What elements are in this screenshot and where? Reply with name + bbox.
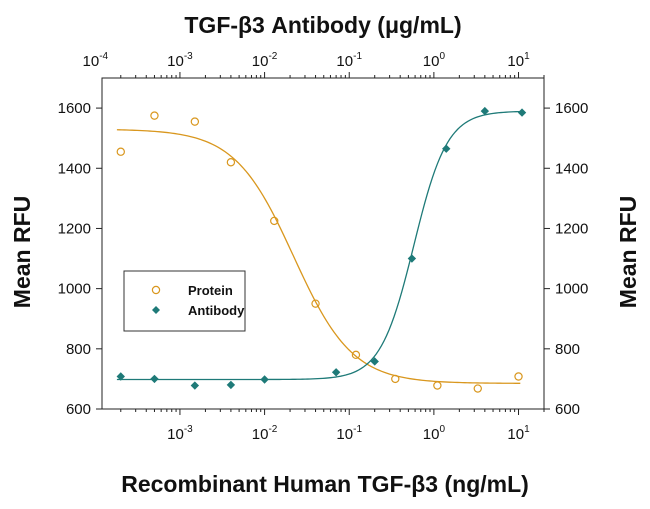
x-tick-label-bottom: 10-3 [167, 424, 193, 443]
plot-frame [101, 77, 545, 410]
fit-curves [116, 110, 524, 384]
data-point-antibody [370, 357, 379, 366]
y-tick-label-left: 1400 [58, 160, 91, 177]
fit-curve-protein [116, 129, 521, 384]
axis-ticks: 600 600 800 800 1000 1000 1200 1200 1400 1400 1600… [58, 51, 589, 443]
data-point-protein [311, 299, 320, 308]
bottom-axis-title: Recombinant Human TGF-β3 (ng/mL) [121, 471, 529, 497]
left-axis-title: Mean RFU [9, 196, 35, 308]
data-point-protein [190, 117, 200, 126]
data-point-protein [514, 372, 523, 381]
x-tick-label-top: 10-2 [252, 51, 278, 70]
top-axis-title: TGF-β3 Antibody (μg/mL) [184, 12, 461, 38]
data-point-protein [351, 350, 361, 360]
y-tick-label-right: 600 [555, 401, 580, 418]
legend-marker-antibody [152, 306, 160, 314]
x-tick-label-bottom: 101 [507, 424, 530, 443]
legend-box [123, 270, 246, 332]
y-tick-label-right: 1600 [555, 100, 588, 117]
data-point-antibody [260, 375, 269, 384]
data-point-antibody [407, 254, 417, 263]
x-tick-label-top: 101 [507, 51, 530, 70]
y-tick-label-left: 1600 [58, 100, 91, 117]
legend: Protein Antibody [123, 270, 246, 332]
x-tick-label-top: 10-3 [167, 51, 193, 70]
data-point-antibody [331, 368, 341, 377]
y-tick-label-left: 600 [66, 401, 91, 418]
y-tick-label-right: 1400 [555, 160, 588, 177]
right-axis-title: Mean RFU [615, 196, 641, 308]
data-point-protein [391, 374, 400, 384]
y-tick-label-right: 800 [555, 341, 580, 358]
data-point-antibody [442, 144, 451, 153]
legend-marker-protein [151, 285, 161, 295]
y-tick-label-right: 1000 [555, 281, 588, 298]
data-point-protein [270, 216, 279, 226]
x-tick-label-bottom: 10-2 [252, 424, 278, 443]
data-point-antibody [190, 381, 200, 390]
data-point-antibody [517, 108, 527, 117]
x-tick-label-top: 10-4 [83, 51, 109, 70]
x-tick-label-bottom: 10-1 [336, 424, 362, 443]
fit-curve-antibody [116, 110, 524, 381]
data-point-protein [473, 384, 482, 393]
data-point-antibody [150, 374, 159, 384]
data-point-protein [226, 158, 236, 167]
x-tick-label-top: 100 [423, 51, 446, 70]
y-tick-label-left: 1000 [58, 281, 91, 298]
x-tick-label-top: 10-1 [336, 51, 362, 70]
data-point-protein [116, 147, 125, 156]
y-tick-label-right: 1200 [555, 220, 588, 237]
y-tick-label-left: 800 [66, 341, 91, 358]
legend-label-antibody: Antibody [188, 303, 245, 318]
y-tick-label-left: 1200 [58, 220, 91, 237]
x-tick-label-bottom: 100 [423, 424, 446, 443]
data-point-antibody [116, 372, 125, 381]
data-points [116, 106, 527, 393]
data-point-antibody [226, 380, 236, 390]
data-point-protein [150, 111, 159, 120]
data-point-antibody [480, 106, 490, 116]
legend-label-protein: Protein [188, 283, 233, 298]
data-point-protein [433, 381, 442, 390]
